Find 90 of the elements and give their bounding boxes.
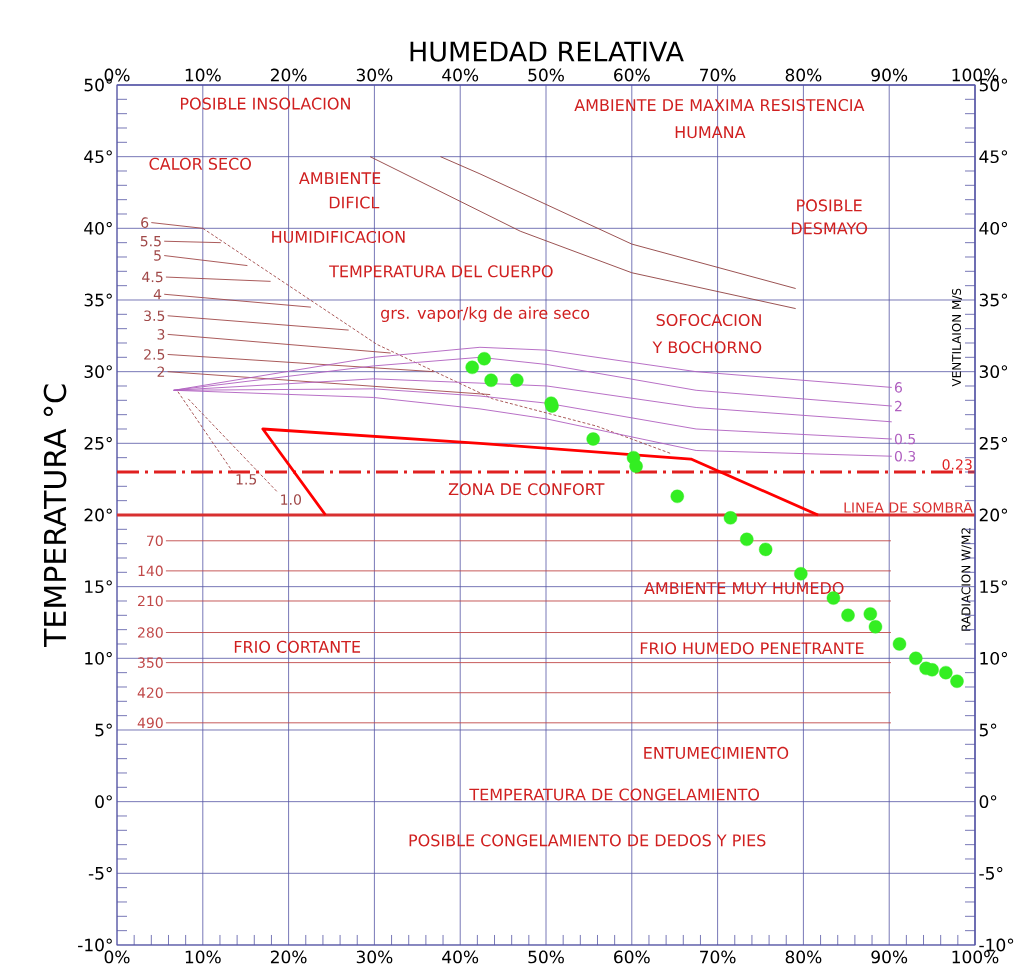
y-tick-label: -5° xyxy=(88,866,112,880)
series-label: 4 xyxy=(153,289,162,300)
annotation: VENTILAION M/S xyxy=(951,288,962,387)
y-tick-label: 25° xyxy=(84,436,112,450)
annotation: ENTUMECIMIENTO xyxy=(644,746,789,759)
series-label: 2.5 xyxy=(144,349,165,360)
y-tick-label: 45° xyxy=(84,150,112,164)
x-tick-label: 60% xyxy=(614,68,650,82)
series-label: 5 xyxy=(154,250,161,261)
y2-tick-label: 45° xyxy=(979,150,1008,164)
annotation: TEMPERATURA DEL CUERPO xyxy=(329,265,553,278)
series-label: 490 xyxy=(137,717,163,729)
x-tick-label: 40% xyxy=(442,68,479,82)
annotation: POSIBLE CONGELAMIENTO DE DEDOS Y PIES xyxy=(409,834,766,847)
x-tick-label: 30% xyxy=(356,68,393,82)
series-label: 6 xyxy=(894,382,903,393)
x2-tick-label: 40% xyxy=(442,950,479,964)
x2-tick-label: 0% xyxy=(104,950,130,964)
annotation: AMBIENTE xyxy=(299,172,381,184)
y2-tick-label: 40° xyxy=(979,221,1008,235)
y2-tick-label: -10° xyxy=(979,938,1014,952)
x2-tick-label: 90% xyxy=(871,950,908,964)
series-label: 0.23 xyxy=(942,459,972,470)
annotation: ZONA DE CONFORT xyxy=(448,483,605,496)
x-tick-label: 20% xyxy=(270,68,307,82)
series-label: LINEA DE SOMBRA xyxy=(844,502,973,513)
annotation: FRIO CORTANTE xyxy=(234,640,361,653)
annotation: grs. vapor/kg de aire seco xyxy=(381,306,590,323)
y-tick-label: 15° xyxy=(85,580,112,594)
series-label: 140 xyxy=(138,565,163,577)
series-label: 1.5 xyxy=(236,474,257,485)
annotation: POSIBLE INSOLACION xyxy=(180,97,350,110)
y2-tick-label: 25° xyxy=(979,436,1008,450)
series-label: 5.5 xyxy=(140,236,161,247)
y-axis-title: TEMPERATURA °C xyxy=(43,384,67,648)
y2-tick-label: 35° xyxy=(979,293,1008,307)
series-label: 280 xyxy=(138,627,163,638)
x-tick-label: 70% xyxy=(700,68,736,82)
series-label: 6 xyxy=(141,217,149,228)
annotation: SOFOCACION xyxy=(656,314,761,327)
y2-tick-label: 10° xyxy=(980,651,1008,665)
series-label: 4.5 xyxy=(142,271,163,283)
annotation: DESMAYO xyxy=(791,222,868,235)
annotation: TEMPERATURA DE CONGELAMIENTO xyxy=(469,788,760,801)
y-tick-label: 30° xyxy=(84,365,112,379)
y2-tick-label: 20° xyxy=(979,508,1008,522)
series-label: 420 xyxy=(137,687,163,699)
annotation: POSIBLE xyxy=(797,199,862,212)
y2-tick-label: 30° xyxy=(979,365,1008,379)
annotation: Y BOCHORNO xyxy=(652,341,762,354)
x-tick-label: 80% xyxy=(785,68,822,82)
x2-tick-label: 70% xyxy=(700,950,736,964)
x2-tick-label: 20% xyxy=(270,950,307,964)
x-tick-label: 90% xyxy=(871,68,908,82)
x2-tick-label: 50% xyxy=(528,950,564,964)
x2-tick-label: 30% xyxy=(356,950,393,964)
annotation: HUMIDIFICACION xyxy=(272,230,405,243)
x-tick-label: 50% xyxy=(528,68,564,82)
series-label: 2 xyxy=(895,400,902,412)
annotation: AMBIENTE MUY HUMEDO xyxy=(644,582,844,595)
series-label: 210 xyxy=(138,595,163,607)
series-label: 3 xyxy=(157,329,165,340)
y2-tick-label: 15° xyxy=(980,580,1008,594)
annotation: CALOR SECO xyxy=(149,157,251,170)
series-label: 0.5 xyxy=(894,433,916,445)
y2-tick-label: 5° xyxy=(979,723,997,737)
annotation: HUMANA xyxy=(675,126,746,139)
y-tick-label: 35° xyxy=(84,293,112,307)
y-tick-label: 40° xyxy=(84,221,112,235)
series-label: 0.3 xyxy=(894,450,916,462)
y-tick-label: -10° xyxy=(78,938,112,952)
series-label: 70 xyxy=(147,535,163,547)
y2-tick-label: -5° xyxy=(979,866,1003,880)
x2-tick-label: 100% xyxy=(952,950,999,964)
x2-tick-label: 10% xyxy=(185,950,221,964)
series-label: 3.5 xyxy=(144,310,165,322)
annotation: FRIO HUMEDO PENETRANTE xyxy=(640,642,864,655)
y-tick-label: 0° xyxy=(95,795,112,809)
y-tick-label: 5° xyxy=(95,723,112,737)
x2-tick-label: 60% xyxy=(614,950,650,964)
x-tick-label: 10% xyxy=(185,68,221,82)
y-tick-label: 10° xyxy=(85,651,112,665)
y-tick-label: 20° xyxy=(84,508,112,522)
annotation: AMBIENTE DE MAXIMA RESISTENCIA xyxy=(574,99,865,112)
x2-tick-label: 80% xyxy=(785,950,822,964)
y2-tick-label: 0° xyxy=(979,795,997,809)
x2-axis-title: HUMEDAD RELATIVA xyxy=(410,41,684,62)
annotation: RADIACION W/M2 xyxy=(961,528,972,631)
series-label: 350 xyxy=(138,657,163,668)
annotation: DIFICL xyxy=(329,196,380,209)
